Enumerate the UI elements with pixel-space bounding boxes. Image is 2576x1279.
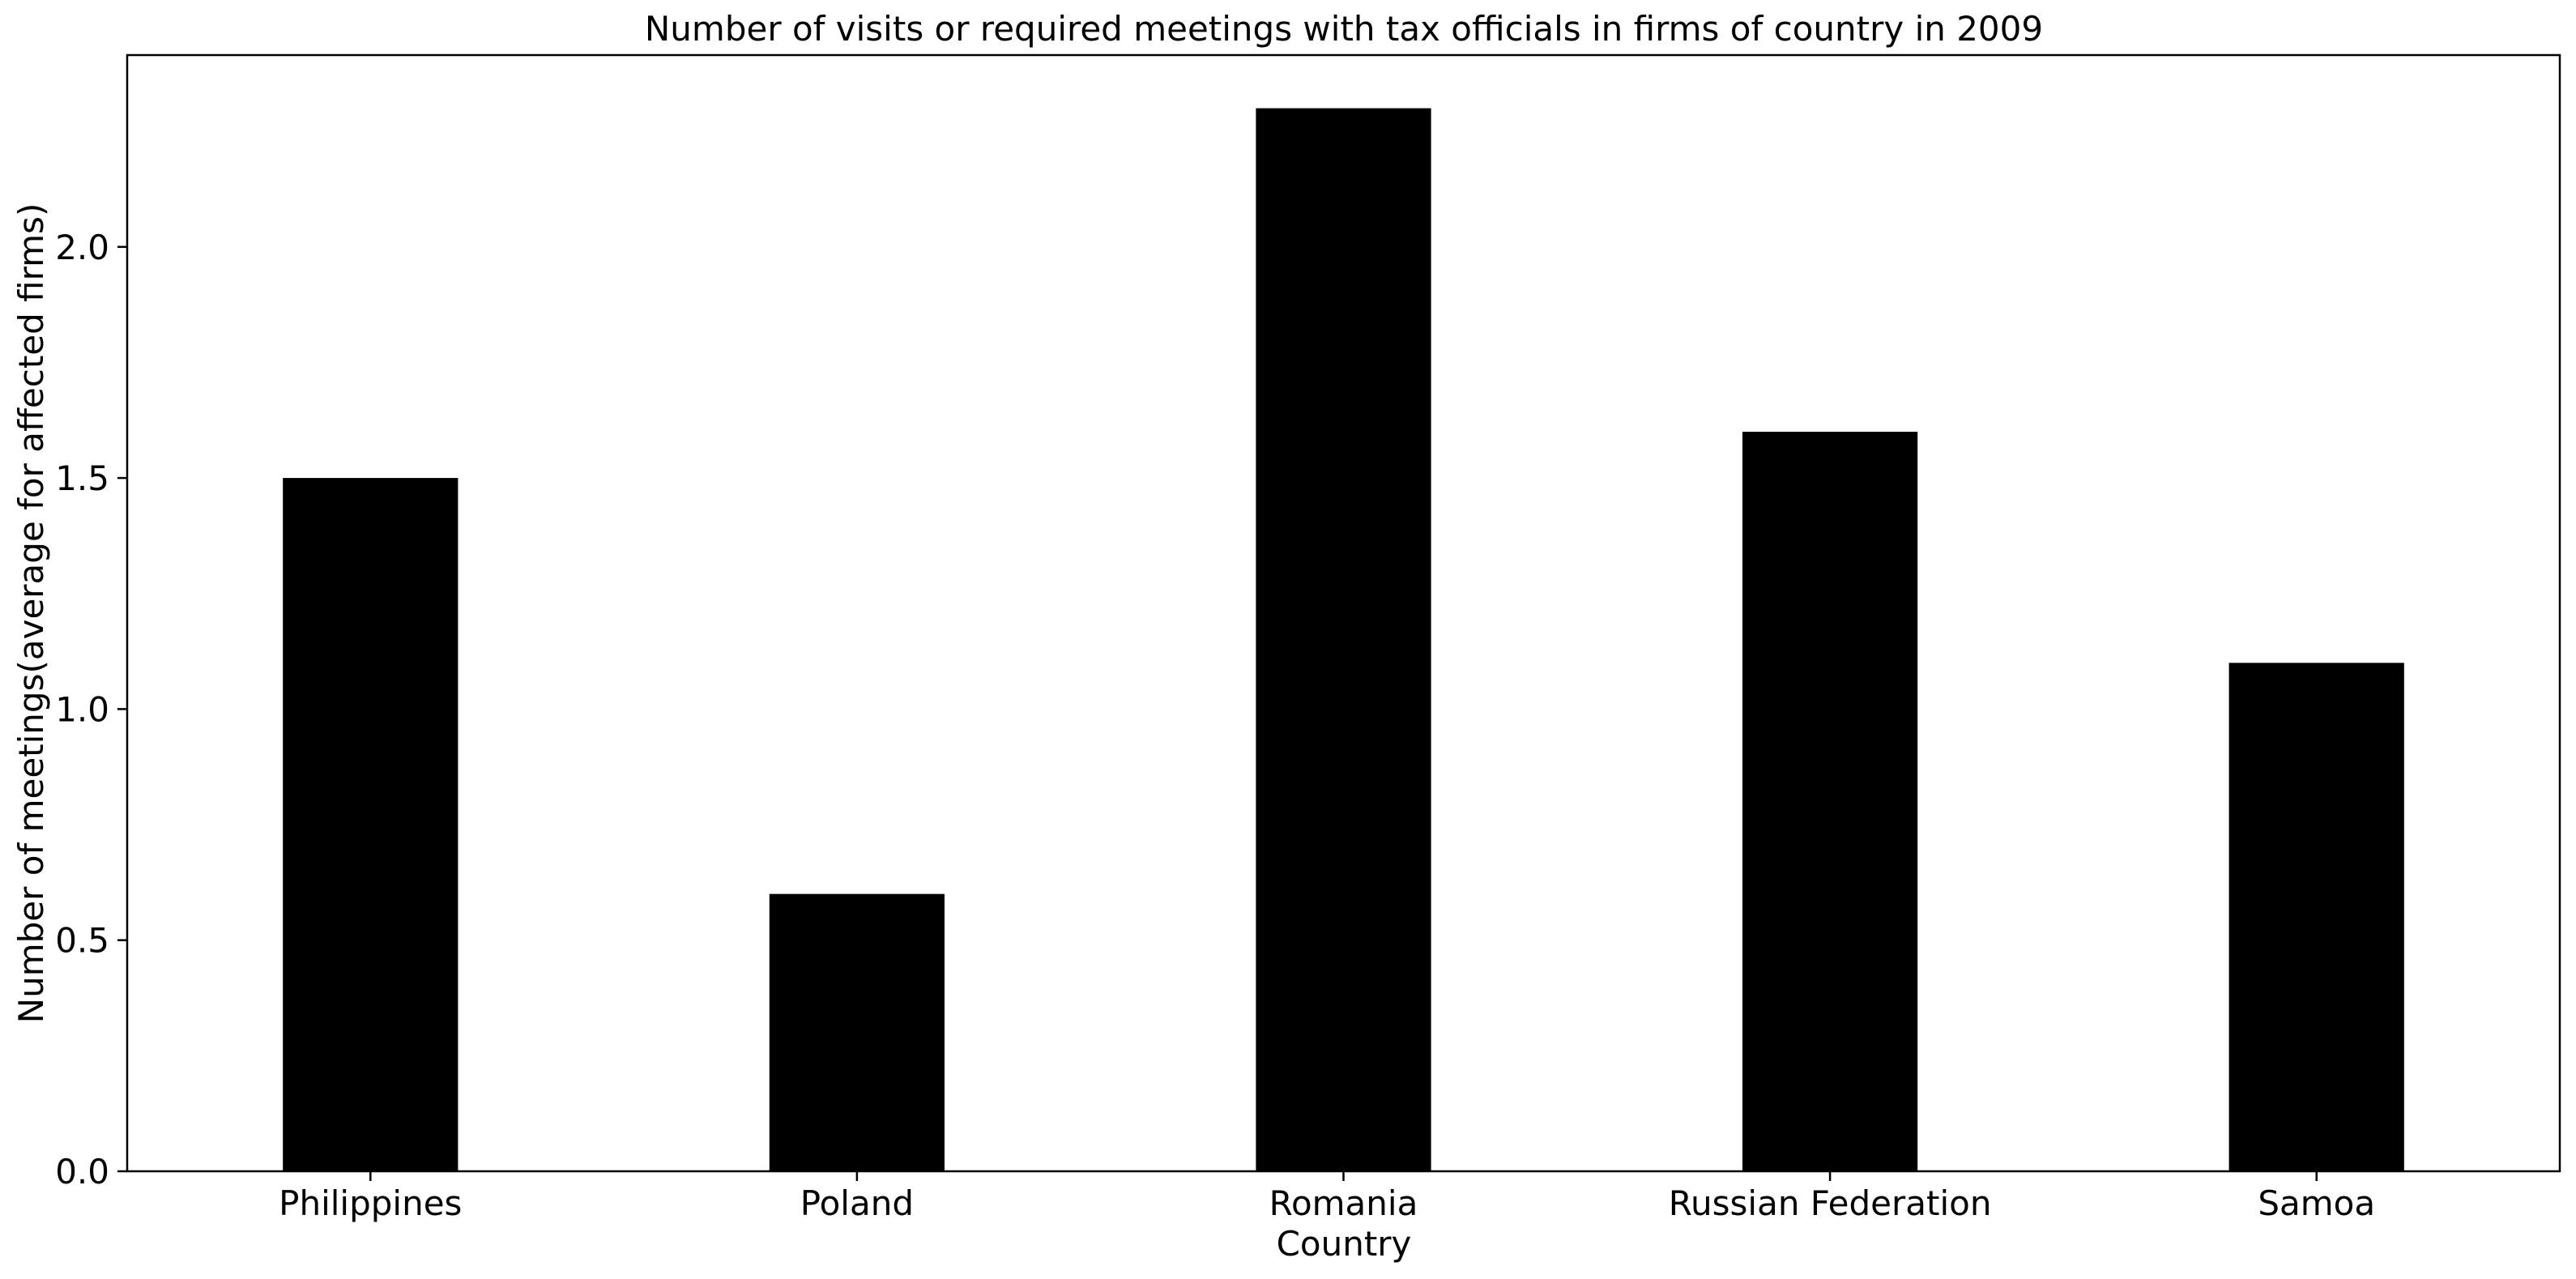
x-tick-label-russian-federation: Russian Federation <box>1669 1183 1992 1223</box>
chart-title: Number of visits or required meetings wi… <box>645 9 2043 49</box>
bar-russian-federation <box>1742 432 1918 1171</box>
x-axis-label: Country <box>1277 1224 1412 1264</box>
plot-area: 0.0 0.5 1.0 1.5 2.0 Philippines Poland Romania… <box>55 53 2561 1223</box>
y-tick-label: 1.5 <box>55 458 109 498</box>
y-axis-label: Number of meetings(average for affected … <box>11 203 51 1024</box>
bar-poland <box>769 893 945 1171</box>
bars-group <box>283 108 2404 1171</box>
x-tick-label-samoa: Samoa <box>2258 1183 2375 1223</box>
y-tick-label: 0.0 <box>55 1152 109 1192</box>
x-tick-label-poland: Poland <box>800 1183 914 1223</box>
bar-samoa <box>2228 663 2404 1171</box>
y-tick-label: 1.0 <box>55 689 109 729</box>
x-tick-label-romania: Romania <box>1269 1183 1418 1223</box>
y-tick-label: 2.0 <box>55 228 109 267</box>
bar-romania <box>1256 108 1431 1171</box>
y-tick-label: 0.5 <box>55 921 109 961</box>
x-axis-ticks: Philippines Poland Romania Russian Federati… <box>279 1171 2375 1223</box>
x-tick-label-philippines: Philippines <box>279 1183 462 1223</box>
y-axis-ticks: 0.0 0.5 1.0 1.5 2.0 <box>55 228 127 1192</box>
bar-philippines <box>283 478 458 1171</box>
